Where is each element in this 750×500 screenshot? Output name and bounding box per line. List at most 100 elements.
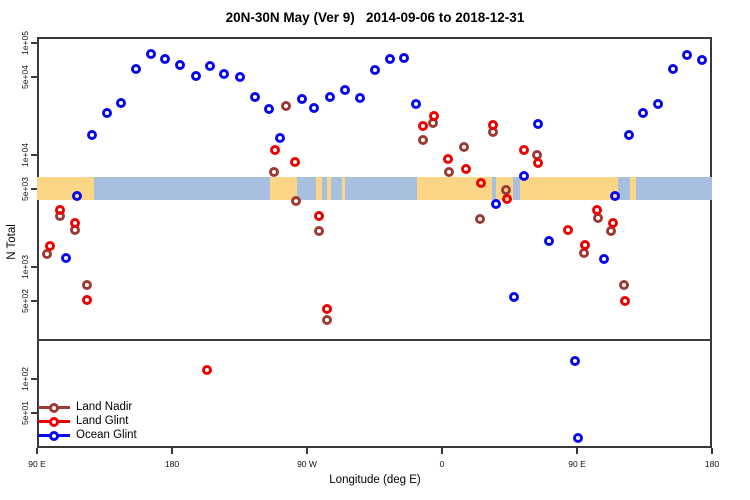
data-point-land-nadir [81, 280, 92, 291]
x-tick [171, 448, 173, 454]
data-point-ocean-glint [668, 63, 678, 74]
data-point-ocean-glint [249, 92, 260, 103]
data-point-land-glint [488, 119, 498, 130]
data-point-ocean-glint [131, 63, 141, 74]
data-point-ocean-glint [624, 130, 635, 141]
data-point-ocean-glint [275, 132, 285, 143]
data-point-land-glint [608, 218, 618, 229]
data-point-ocean-glint [204, 60, 215, 71]
y-tick [31, 154, 37, 156]
x-tick-label: 90 E [568, 459, 586, 469]
x-tick-label: 180 [704, 459, 720, 469]
data-point-ocean-glint [653, 98, 663, 109]
data-point-ocean-glint [234, 72, 245, 82]
y-tick-label: 5e+04 [20, 64, 30, 89]
data-point-land-glint [201, 365, 212, 376]
data-point-ocean-glint [681, 49, 692, 60]
separator-line [37, 339, 712, 341]
data-point-ocean-glint [159, 53, 170, 64]
data-point-ocean-glint [60, 253, 71, 264]
map-band-land-segment [341, 177, 345, 200]
legend-circle-icon [49, 430, 59, 441]
data-point-ocean-glint [369, 64, 380, 75]
data-point-ocean-glint [174, 59, 185, 70]
legend-circle-icon [49, 416, 59, 427]
data-point-land-glint [321, 303, 332, 314]
data-point-land-glint [620, 295, 630, 306]
data-point-land-glint [54, 204, 65, 215]
x-tick [441, 448, 443, 454]
x-tick [306, 448, 308, 454]
data-point-land-glint [501, 193, 512, 204]
data-point-ocean-glint [72, 191, 83, 202]
data-point-ocean-glint [354, 92, 365, 103]
data-point-ocean-glint [116, 98, 126, 109]
y-tick [31, 187, 37, 190]
x-tick [576, 448, 578, 454]
y-tick [31, 75, 37, 78]
data-point-land-glint [69, 218, 80, 229]
data-point-ocean-glint [599, 253, 609, 264]
data-point-land-nadir [269, 166, 279, 177]
data-point-ocean-glint [384, 53, 395, 64]
data-point-ocean-glint [573, 432, 584, 443]
x-tick-label: 180 [164, 459, 180, 469]
y-tick-label: 1e+04 [20, 143, 30, 167]
x-tick-label: 0 [439, 459, 445, 469]
data-point-land-glint [417, 121, 428, 132]
x-tick [36, 448, 38, 454]
legend-label: Ocean Glint [76, 429, 137, 441]
legend-circle-icon [49, 402, 59, 413]
legend-label: Land Nadir [76, 401, 133, 413]
data-point-ocean-glint [570, 355, 581, 366]
data-point-land-glint [461, 163, 471, 174]
data-point-ocean-glint [309, 102, 320, 113]
plot-area [37, 37, 712, 448]
data-point-ocean-glint [543, 235, 554, 246]
data-point-ocean-glint [609, 191, 620, 202]
map-band-land-segment [629, 177, 636, 200]
legend-label: Land Glint [76, 415, 129, 427]
data-point-ocean-glint [339, 84, 350, 95]
map-band-land-segment [326, 177, 331, 200]
data-point-ocean-glint [696, 55, 707, 66]
data-point-land-nadir [281, 101, 291, 112]
y-tick [31, 378, 37, 380]
data-point-land-glint [270, 145, 281, 156]
y-tick-label: 5e+02 [20, 288, 30, 313]
y-axis-title: N Total [6, 224, 18, 260]
data-point-land-nadir [501, 184, 512, 195]
chart-title: 20N-30N May (Ver 9) 2014-09-06 to 2018-1… [225, 10, 525, 25]
data-point-land-nadir [417, 135, 428, 146]
x-axis-title: Longitude (deg E) [329, 474, 421, 486]
data-point-land-glint [314, 210, 324, 221]
data-point-ocean-glint [399, 52, 410, 63]
data-point-ocean-glint [219, 69, 230, 80]
data-point-ocean-glint [87, 130, 98, 141]
data-point-ocean-glint [491, 199, 501, 210]
y-tick-label: 5e+03 [20, 176, 30, 201]
data-point-ocean-glint [638, 108, 648, 119]
map-band-land-segment [316, 177, 322, 200]
data-point-land-glint [533, 157, 543, 168]
y-tick [31, 299, 37, 302]
data-point-ocean-glint [411, 98, 422, 109]
y-tick-label: 1e+02 [20, 367, 30, 391]
y-tick [31, 42, 37, 44]
data-point-land-glint [519, 145, 530, 156]
x-tick-label: 90 W [297, 459, 317, 469]
x-tick-label: 90 E [28, 459, 46, 469]
data-point-ocean-glint [191, 70, 201, 81]
data-point-land-glint [563, 224, 573, 235]
data-point-land-nadir [321, 315, 332, 326]
data-point-land-glint [443, 154, 453, 165]
data-point-land-glint [45, 240, 56, 251]
map-band-land-segment [520, 177, 618, 200]
y-tick [31, 266, 37, 268]
data-point-ocean-glint [146, 49, 156, 60]
data-point-ocean-glint [102, 108, 113, 119]
y-tick-label: 1e+03 [20, 255, 30, 279]
y-tick-label: 1e+05 [20, 31, 30, 55]
data-point-land-glint [81, 294, 92, 305]
